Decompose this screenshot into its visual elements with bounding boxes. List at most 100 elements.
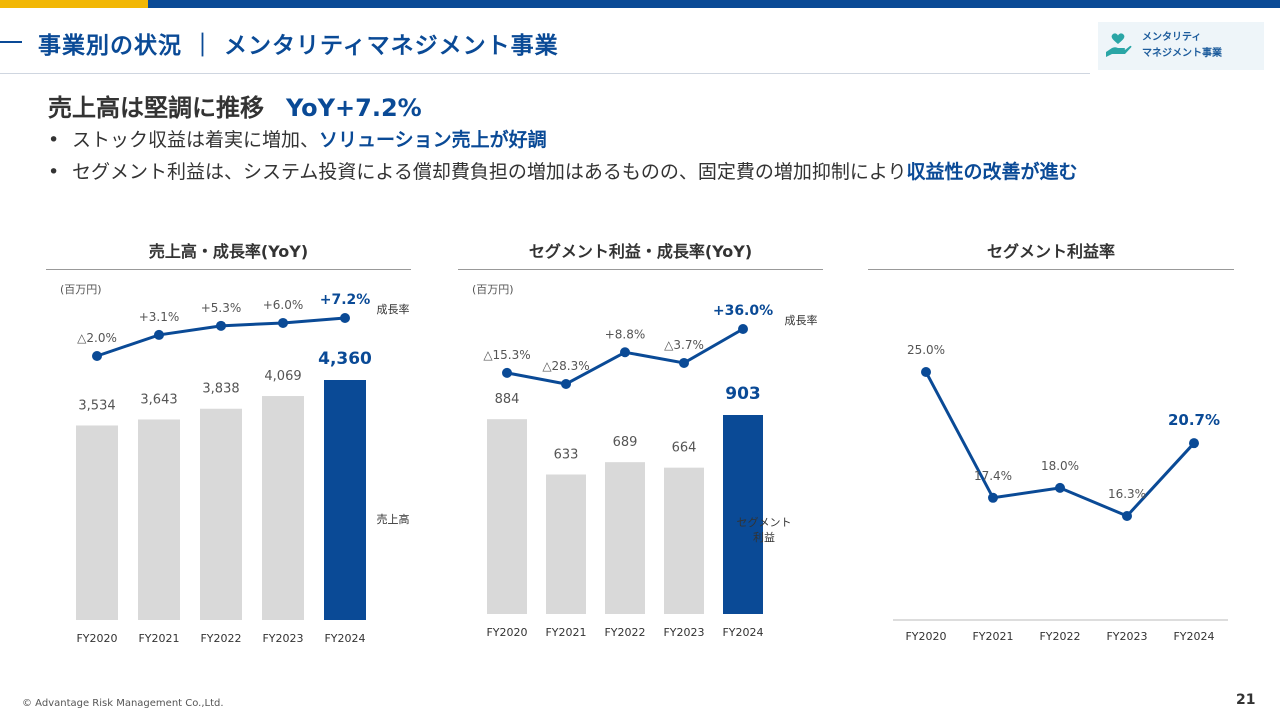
bullet-item: • ストック収益は着実に増加、ソリューション売上が好調 — [48, 124, 1078, 156]
bullet-highlight: 収益性の改善が進む — [906, 161, 1078, 183]
chart-3-profit-margin: FY2020 FY2021 FY2022 FY2023 FY2024 25.0% 17.4%… — [893, 343, 1228, 643]
x-tick-label: FY2024 — [722, 626, 763, 639]
growth-point — [620, 347, 630, 358]
bar-value-label: 4,069 — [264, 369, 301, 384]
chart-1-title: 売上高・成長率(YoY) — [148, 242, 309, 261]
bar-legend-label: 利益 — [753, 530, 775, 544]
bar — [664, 467, 704, 614]
growth-point — [502, 367, 512, 378]
segment-logo: メンタリティ マネジメント事業 — [1098, 22, 1264, 70]
bar — [76, 425, 118, 620]
chart-2-segment-profit: (百万円) 884 FY2020 633 FY2021 689 FY2022 664 FY202… — [472, 283, 818, 639]
bullet-dot: • — [48, 129, 60, 151]
growth-label: +3.1% — [139, 310, 180, 324]
x-tick-label: FY2022 — [1039, 630, 1080, 643]
bar-legend-label: セグメント — [737, 515, 792, 529]
chart-1-sales: (百万円) 3,534 FY2020 3,643 FY2021 3,838 FY2022 4,… — [60, 283, 410, 645]
top-bar — [0, 0, 1280, 8]
chart-3-title: セグメント利益率 — [986, 242, 1115, 261]
bullet-list: • ストック収益は着実に増加、ソリューション売上が好調 • セグメント利益は、システ… — [48, 124, 1078, 188]
margin-value-label: 18.0% — [1041, 459, 1079, 473]
bar-value-label: 3,643 — [140, 392, 177, 407]
bullet-dot: • — [48, 161, 60, 183]
margin-line — [924, 371, 1196, 518]
growth-point — [278, 317, 288, 328]
growth-point — [340, 313, 350, 323]
bar-value-label: 903 — [725, 384, 761, 404]
growth-point — [679, 357, 689, 368]
title-rule — [0, 73, 1090, 74]
margin-point — [1055, 482, 1065, 493]
bullet-text: ストック収益は着実に増加、 — [72, 129, 320, 151]
bar-value-label: 3,838 — [202, 382, 239, 397]
line-legend-label: 成長率 — [377, 302, 410, 316]
bullet-item: • セグメント利益は、システム投資による償却費負担の増加はあるものの、固定費の増加… — [48, 156, 1078, 188]
x-tick-label: FY2021 — [972, 630, 1013, 643]
bullet-text: セグメント利益は、システム投資による償却費負担の増加はあるものの、固定費の増加抑… — [72, 161, 907, 183]
logo-line-2: マネジメント事業 — [1142, 48, 1222, 59]
bar-value-label: 884 — [495, 392, 520, 407]
growth-label: △28.3% — [542, 359, 589, 373]
growth-label: +7.2% — [320, 292, 371, 308]
margin-value-label: 16.3% — [1108, 487, 1146, 501]
page-number: 21 — [1236, 692, 1256, 708]
x-tick-label: FY2022 — [604, 626, 645, 639]
bar — [324, 380, 366, 620]
unit-label: (百万円) — [472, 283, 514, 296]
x-tick-label: FY2021 — [138, 632, 179, 645]
growth-point — [92, 351, 102, 361]
bar-value-label: 633 — [554, 448, 579, 463]
bar — [723, 415, 763, 614]
growth-label: △2.0% — [77, 331, 117, 345]
x-tick-label: FY2022 — [200, 632, 241, 645]
x-tick-label: FY2021 — [545, 626, 586, 639]
growth-label: +8.8% — [605, 327, 646, 341]
bar-value-label: 689 — [613, 435, 638, 450]
chart-2-rule — [458, 269, 823, 270]
bullet-highlight: ソリューション売上が好調 — [319, 129, 547, 151]
x-tick-label: FY2024 — [324, 632, 365, 645]
bar-value-label: 4,360 — [318, 349, 372, 369]
bar — [605, 462, 645, 614]
heart-hand-icon — [1106, 33, 1132, 57]
headline-yoy: YoY+7.2% — [286, 94, 422, 122]
copyright: © Advantage Risk Management Co.,Ltd. — [22, 698, 224, 709]
logo-line-1: メンタリティ — [1142, 32, 1202, 43]
bar — [262, 396, 304, 620]
growth-point — [216, 320, 226, 331]
x-tick-label: FY2020 — [905, 630, 946, 643]
bar-legend-label: 売上高 — [377, 512, 410, 526]
margin-point — [988, 492, 998, 503]
slide-title: 事業別の状況 ｜ メンタリティマネジメント事業 — [38, 33, 559, 59]
title-dash — [0, 41, 22, 43]
growth-point — [154, 329, 164, 340]
growth-label: +6.0% — [263, 298, 304, 312]
bar — [546, 474, 586, 614]
growth-label: +36.0% — [713, 303, 773, 319]
margin-point — [1189, 438, 1199, 449]
x-tick-label: FY2023 — [262, 632, 303, 645]
margin-value-label: 20.7% — [1168, 411, 1220, 429]
growth-label: △15.3% — [483, 348, 530, 362]
margin-point — [921, 367, 931, 377]
margin-value-label: 25.0% — [907, 343, 945, 357]
bar — [200, 408, 242, 620]
bar — [487, 419, 527, 614]
growth-label: △3.7% — [664, 338, 704, 352]
bar-value-label: 3,534 — [78, 398, 115, 413]
growth-label: +5.3% — [201, 301, 242, 315]
x-tick-label: FY2020 — [76, 632, 117, 645]
x-tick-label: FY2023 — [1106, 630, 1147, 643]
x-tick-label: FY2020 — [486, 626, 527, 639]
chart-3-rule — [868, 269, 1234, 270]
headline-text: 売上高は堅調に推移 — [48, 94, 264, 122]
growth-point — [738, 324, 748, 334]
chart-1-rule — [46, 269, 411, 270]
unit-label: (百万円) — [60, 283, 102, 296]
bar-value-label: 664 — [672, 441, 697, 456]
line-legend-label: 成長率 — [785, 313, 818, 327]
chart-2-title: セグメント利益・成長率(YoY) — [528, 242, 753, 261]
margin-point — [1122, 511, 1132, 521]
margin-value-label: 17.4% — [974, 469, 1012, 483]
headline: 売上高は堅調に推移 YoY+7.2% — [48, 88, 422, 123]
